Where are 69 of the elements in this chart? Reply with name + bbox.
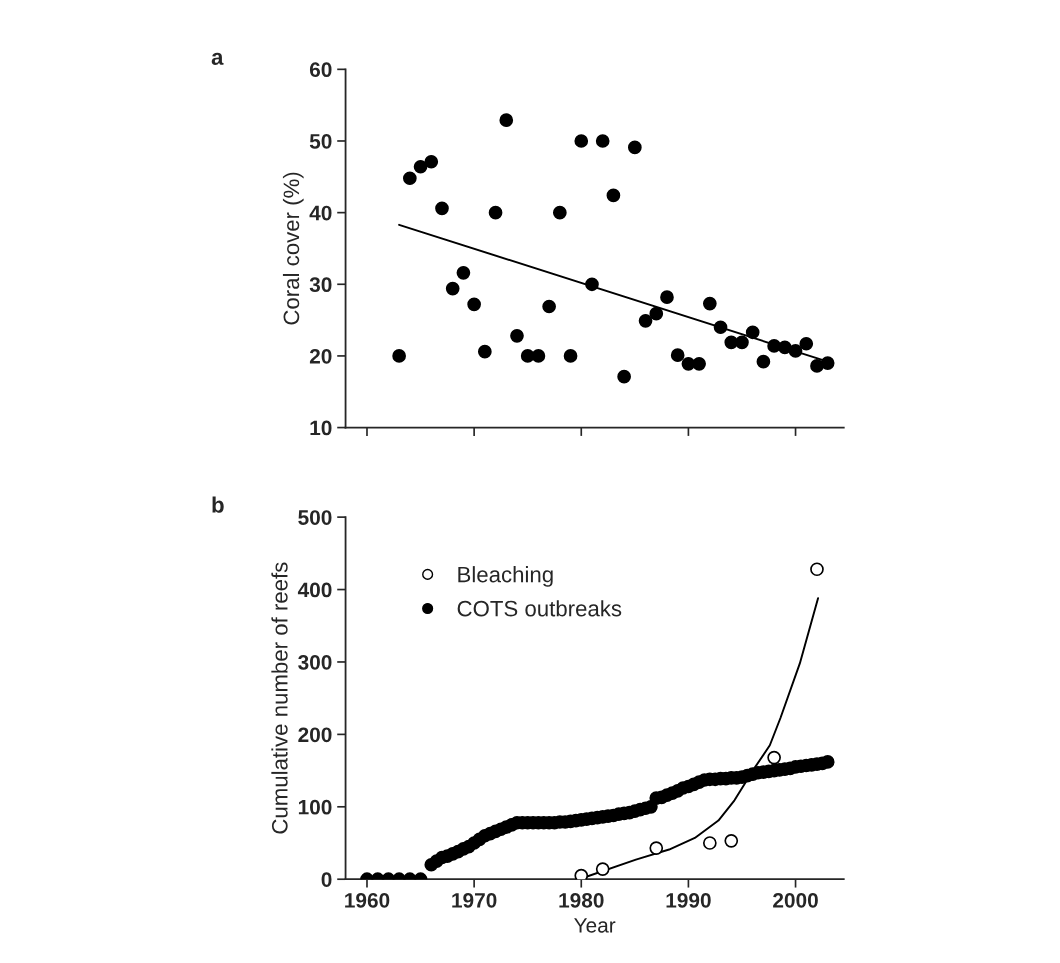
point: [617, 369, 631, 384]
point: [402, 171, 417, 186]
point: [392, 349, 406, 363]
point: [788, 344, 803, 358]
point: [424, 154, 439, 169]
point: [735, 335, 749, 350]
y-tick-label: 0: [321, 872, 332, 887]
point: [724, 833, 739, 848]
y-tick-label: 100: [298, 799, 332, 815]
point: [531, 349, 546, 363]
point: [520, 349, 535, 363]
y-tick-label: 40: [309, 205, 332, 221]
point: [627, 140, 642, 155]
point: [510, 329, 524, 343]
point: [649, 306, 664, 321]
y-tick-label: 20: [309, 348, 332, 364]
point: [563, 349, 578, 363]
point: [456, 265, 471, 280]
y-tick-label: 300: [298, 654, 332, 670]
point: [585, 277, 599, 292]
y-tick-label: 500: [298, 510, 332, 525]
point: [435, 201, 449, 216]
point: [574, 868, 589, 880]
point: [445, 281, 460, 296]
point: [552, 205, 567, 220]
point: [606, 188, 621, 203]
point: [595, 134, 610, 148]
point: [413, 159, 428, 174]
point: [810, 359, 824, 373]
y-tick-label: 200: [298, 727, 332, 743]
legend-label: Bleaching: [458, 566, 553, 587]
point: [595, 862, 610, 876]
point: [702, 836, 717, 850]
point: [542, 299, 556, 314]
point: [488, 205, 503, 220]
point: [799, 336, 814, 351]
chart-title: b: [212, 496, 224, 513]
point: [810, 562, 824, 577]
point: [820, 356, 835, 370]
point: [692, 356, 706, 371]
point: [649, 841, 664, 855]
point: [574, 134, 589, 148]
x-tick-label: 2000: [773, 892, 818, 908]
x-tick-label: 1970: [452, 892, 497, 908]
y-tick-label: 50: [309, 133, 332, 149]
point: [777, 340, 792, 355]
y-tick-label: 30: [309, 277, 332, 293]
point: [660, 290, 674, 305]
x-tick-label: 1990: [666, 892, 711, 908]
point: [499, 113, 514, 128]
y-axis-title: Cumulative number of reefs: [271, 562, 288, 834]
y-tick-label: 60: [309, 62, 332, 78]
point: [467, 297, 481, 312]
point: [670, 348, 685, 363]
point: [756, 354, 771, 369]
y-tick-label: 10: [310, 420, 332, 436]
point: [477, 344, 492, 359]
legend-label: COTS outbreaks: [457, 600, 622, 617]
point: [767, 750, 781, 765]
y-tick-label: 400: [297, 582, 332, 598]
point: [702, 296, 717, 311]
y-axis-title: Coral cover (%): [282, 172, 304, 325]
x-axis-title: Year: [574, 918, 616, 933]
x-tick-label: 1980: [559, 892, 604, 908]
point: [713, 320, 728, 335]
point: [745, 325, 760, 340]
x-tick-label: 1960: [345, 892, 390, 908]
point: [638, 313, 653, 328]
chart-title: a: [211, 52, 224, 65]
